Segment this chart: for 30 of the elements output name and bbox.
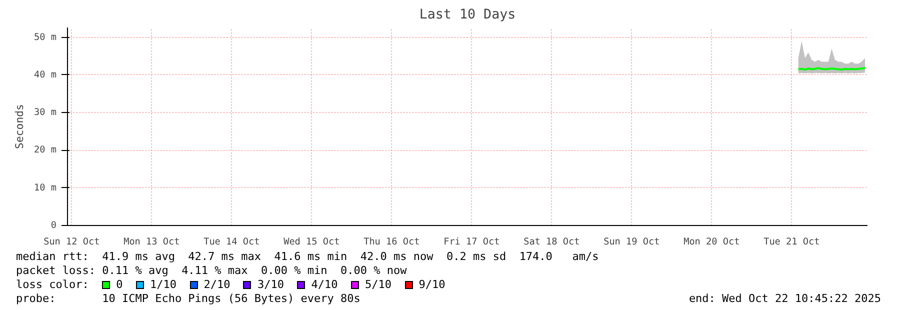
legend-label: 5/10	[364, 278, 392, 291]
legend-label: 0	[116, 278, 123, 291]
text: packet loss: 0.11 % avg 4.11 % max 0.00 % min 0.00 % now	[16, 264, 407, 277]
legend-title: loss color:	[16, 278, 89, 291]
x-tick-label: Sun 12 Oct	[44, 236, 100, 248]
y-tick-label: 40 m	[34, 69, 57, 80]
legend-label: 9/10	[418, 278, 446, 291]
x-tick-label: Tue 21 Oct	[764, 236, 820, 248]
x-tick-label: Wed 15 Oct	[284, 236, 340, 248]
x-tick-label: Sat 18 Oct	[524, 236, 580, 248]
x-tick-label: Tue 14 Oct	[204, 236, 260, 248]
x-tick-label: Thu 16 Oct	[364, 236, 420, 248]
y-tick-label: 30 m	[34, 107, 57, 118]
legend-label: 3/10	[257, 278, 284, 291]
x-tick-label: Mon 20 Oct	[684, 236, 740, 248]
x-tick-label: Mon 13 Oct	[124, 236, 180, 248]
text: probe: 10 ICMP Echo Pings (56 Bytes) every 80s	[16, 292, 360, 305]
legend-label: 4/10	[311, 278, 338, 291]
y-tick-label: 0	[50, 220, 57, 231]
y-tick-label: 10 m	[34, 182, 57, 194]
x-tick-label: Sun 19 Oct	[604, 236, 660, 248]
y-tick-label: 50 m	[34, 32, 57, 43]
y-axis-title: Seconds	[13, 104, 26, 149]
chart-title: Last 10 Days	[419, 8, 516, 22]
legend-label: 2/10	[204, 278, 230, 291]
text: end: Wed Oct 22 10:45:22 2025	[688, 292, 881, 306]
text: median rtt: 41.9 ms avg 42.7 ms max 41.6 ms min 42.0 ms now 0.2 ms sd 174.0 am/s	[16, 250, 599, 263]
y-tick-label: 20 m	[34, 144, 57, 156]
legend-label: 1/10	[150, 278, 176, 291]
x-tick-label: Fri 17 Oct	[444, 236, 500, 248]
